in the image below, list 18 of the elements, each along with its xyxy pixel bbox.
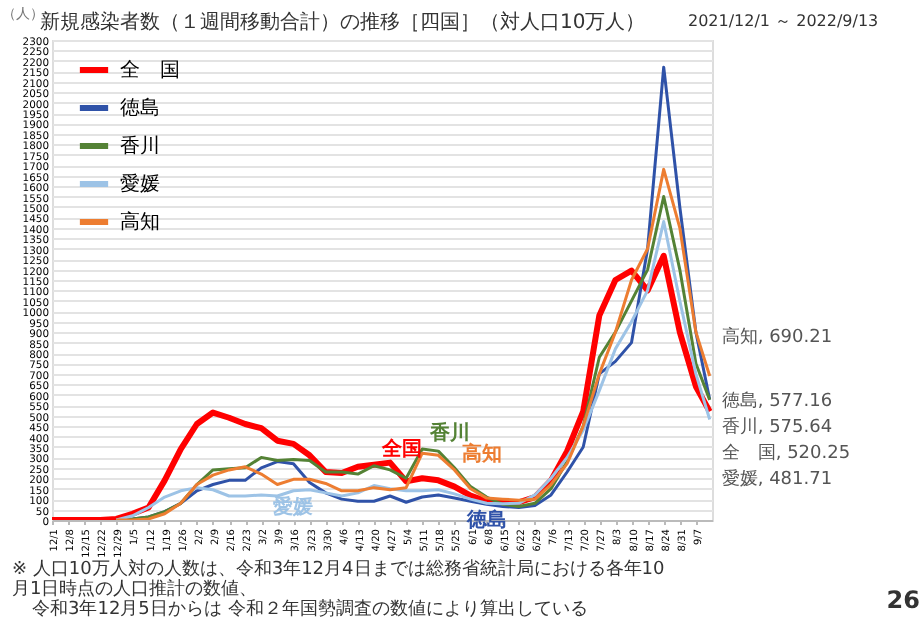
annotation: 全 国, 520.25 xyxy=(721,441,851,464)
legend-label: 香川 xyxy=(120,134,160,158)
annotation: 全国 xyxy=(379,436,422,461)
text: ※ 人口10万人対の人数は、令和3年12月4日までは総務省統計局における各年10月1日時点の人口推計の数値、 xyxy=(12,558,665,600)
chart-title: 新規感染者数（１週間移動合計）の推移［四国］（対人口10万人） xyxy=(40,10,646,34)
text: 2021/12/1 ～ 2022/9/13 xyxy=(688,12,879,30)
legend-label: 高知 xyxy=(120,210,160,234)
text: 26 xyxy=(886,586,920,614)
annotation: 愛媛 xyxy=(273,494,314,519)
legend-label: 徳島 xyxy=(120,96,160,120)
annotation: 高知, 690.21 xyxy=(721,325,833,348)
annotation: 徳島, 577.16 xyxy=(721,389,833,412)
text: 令和3年12月5日からは 令和２年国勢調査の数値により算出している xyxy=(32,598,588,620)
annotation: 香川, 575.64 xyxy=(721,415,833,438)
annotation: 高知 xyxy=(462,441,503,466)
annotation: 愛媛, 481.71 xyxy=(721,467,833,490)
legend-label: 全 国 xyxy=(120,58,180,82)
legend-label: 愛媛 xyxy=(120,172,160,196)
